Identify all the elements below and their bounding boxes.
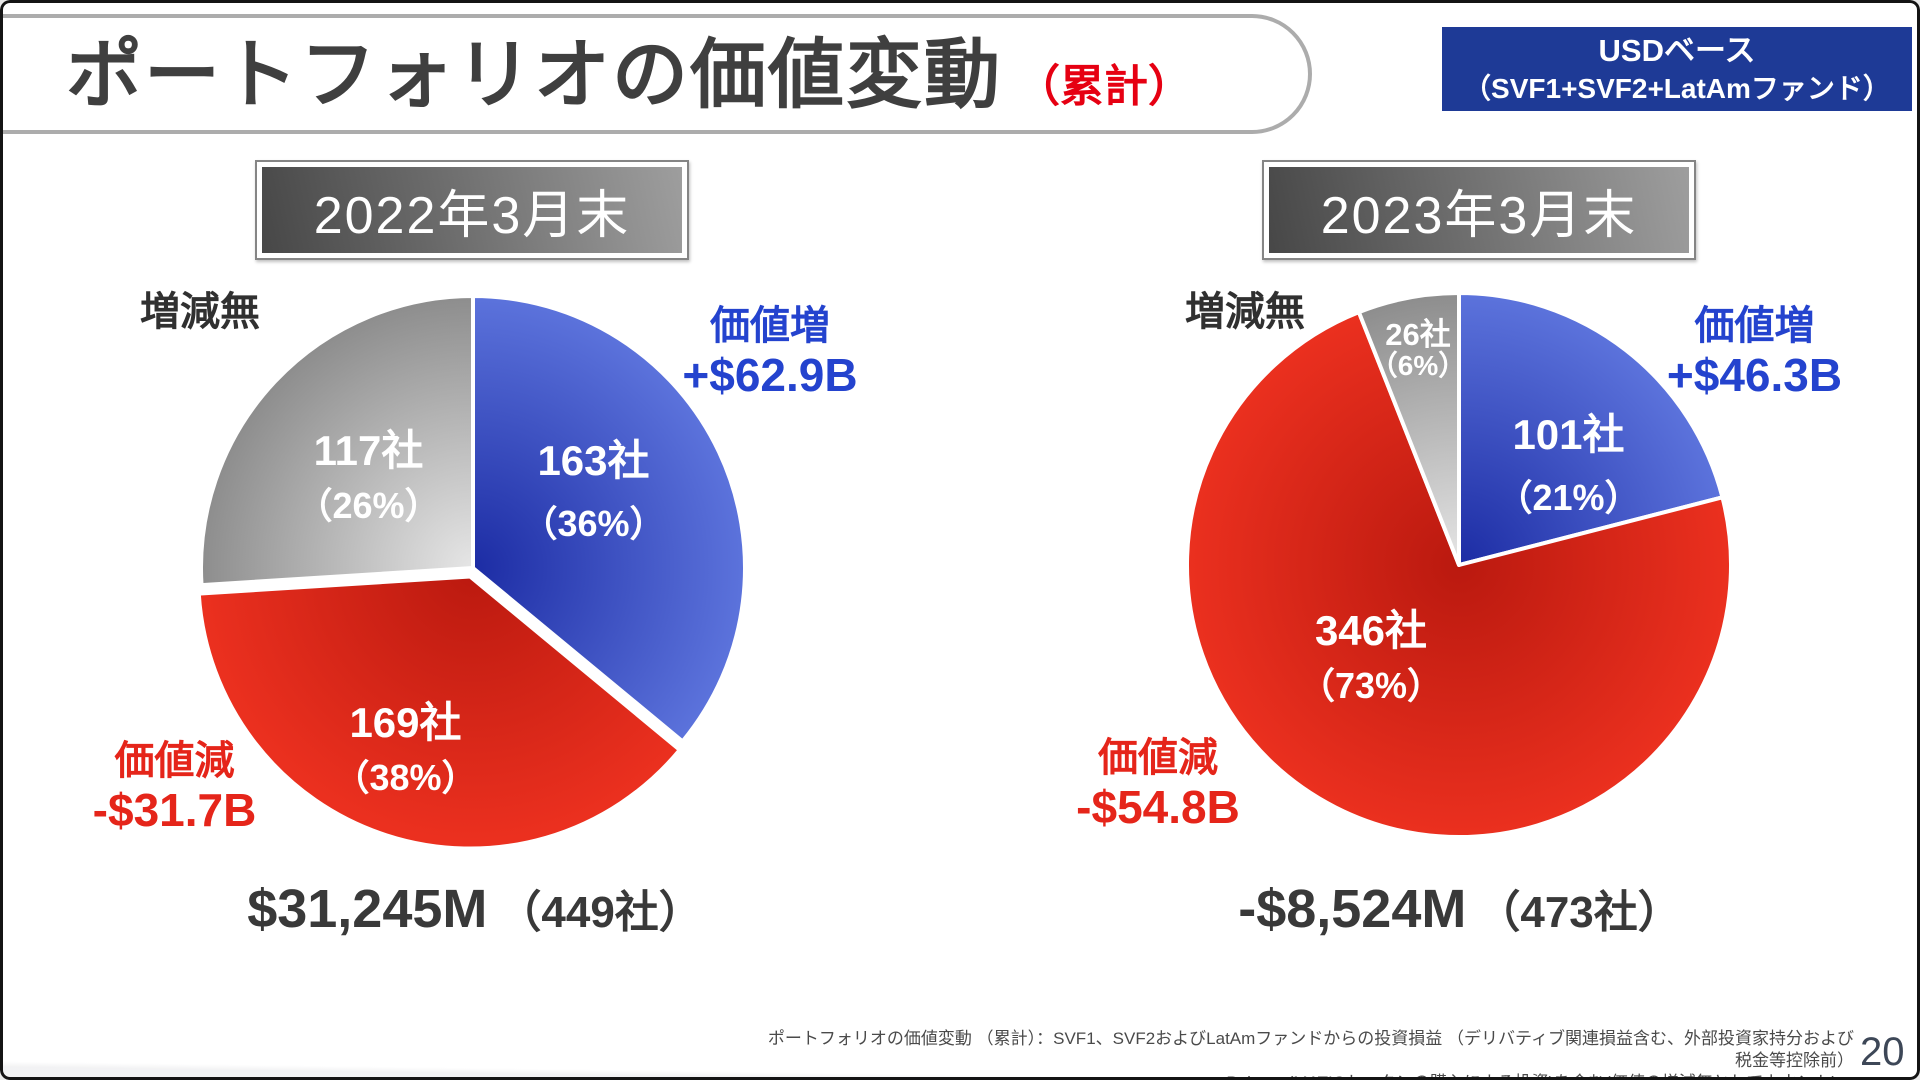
total-value-2023: -$8,524M [1238,879,1467,939]
red-companies-2022: 169社 [349,699,462,746]
badge-line2: （SVF1+SVF2+LatAmファンド） [1463,73,1891,104]
period-header-2023: 2023年3月末 [1262,160,1696,260]
value-decrease-amount-2022: -$31.7B [92,784,257,836]
badge-line1: USDベース [1598,33,1756,68]
label-no-change-2023: 増減無 [1185,290,1305,334]
title-decoration-outline [0,14,1312,134]
label-value-decrease-2022: 価値減 -$31.7B [62,738,287,837]
slice-label-red-2023: 346社 （73%） [1266,606,1476,708]
slice-label-blue-2022: 163社 （36%） [491,436,696,546]
blue-percent-2022: （36%） [521,503,666,544]
total-companies-2022: （449社） [497,888,703,937]
value-increase-title-2023: 価値増 [1694,304,1815,348]
label-value-increase-2023: 価値増 +$46.3B [1637,303,1872,402]
pie-slice-blue [471,294,747,744]
period-header-2022: 2022年3月末 [255,160,689,260]
footnote: ポートフォリオの価値変動 （累計）：SVF1、SVF2およびLatAmファンドか… [760,1028,1854,1080]
slice-label-blue-2023: 101社 （21%） [1466,410,1671,520]
total-2023: -$8,524M （473社） [1155,876,1765,940]
page-title: ポートフォリオの価値変動 （累計） [66,24,1192,139]
value-decrease-title-2022: 価値減 [114,739,235,783]
slice-label-red-2022: 169社 （38%） [303,698,508,800]
blue-percent-2023: （21%） [1496,477,1641,518]
label-value-decrease-2023: 価値減 -$54.8B [1048,735,1268,834]
page-number: 20 [1860,1030,1905,1074]
red-companies-2023: 346社 [1314,607,1428,654]
value-increase-amount-2023: +$46.3B [1666,349,1843,401]
pie-slice-gray [199,294,475,588]
total-companies-2023: （473社） [1476,888,1682,937]
slice-label-gray-2023: 26社 （6%） [1363,318,1473,381]
gray-companies-2023: 26社 [1385,317,1451,352]
period-header-2023-label: 2023年3月末 [1320,186,1638,245]
pie-slice-gray [1356,291,1461,567]
period-header-2022-label: 2022年3月末 [313,186,631,245]
pie-chart-2023 [1185,291,1733,839]
gray-companies-2022: 117社 [313,427,424,474]
value-increase-amount-2022: +$62.9B [682,349,858,401]
pie-slice-blue [1457,291,1725,567]
pie-slice-red [1185,310,1733,839]
gray-percent-2023: （6%） [1369,350,1467,381]
page-title-suffix: （累計） [1016,62,1192,111]
blue-companies-2022: 163社 [537,437,650,484]
page-title-text: ポートフォリオの価値変動 [66,33,1002,118]
red-percent-2022: （38%） [333,757,478,798]
value-increase-title-2022: 価値増 [710,304,830,348]
usd-base-badge: USDベース （SVF1+SVF2+LatAmファンド） [1442,27,1912,111]
label-value-increase-2022: 価値増 +$62.9B [655,303,885,402]
blue-companies-2023: 101社 [1512,411,1625,458]
slice-label-gray-2022: 117社 （26%） [266,426,471,528]
pie-chart-2022 [196,294,747,851]
footnote-line1: ポートフォリオの価値変動 （累計）：SVF1、SVF2およびLatAmファンドか… [767,1029,1854,1070]
label-no-change-2022: 増減無 [140,290,260,334]
pie-slice-red [196,574,682,851]
footnote-line2: Polygon(MATICトークンの購入による投資)を含む(価値の増減無としてカ… [760,1072,1854,1080]
total-value-2022: $31,245M [247,879,488,939]
red-percent-2023: （73%） [1298,665,1444,706]
value-decrease-title-2023: 価値減 [1098,736,1218,780]
value-decrease-amount-2023: -$54.8B [1076,781,1240,833]
total-2022: $31,245M （449社） [170,876,780,940]
gray-percent-2022: （26%） [296,485,441,526]
